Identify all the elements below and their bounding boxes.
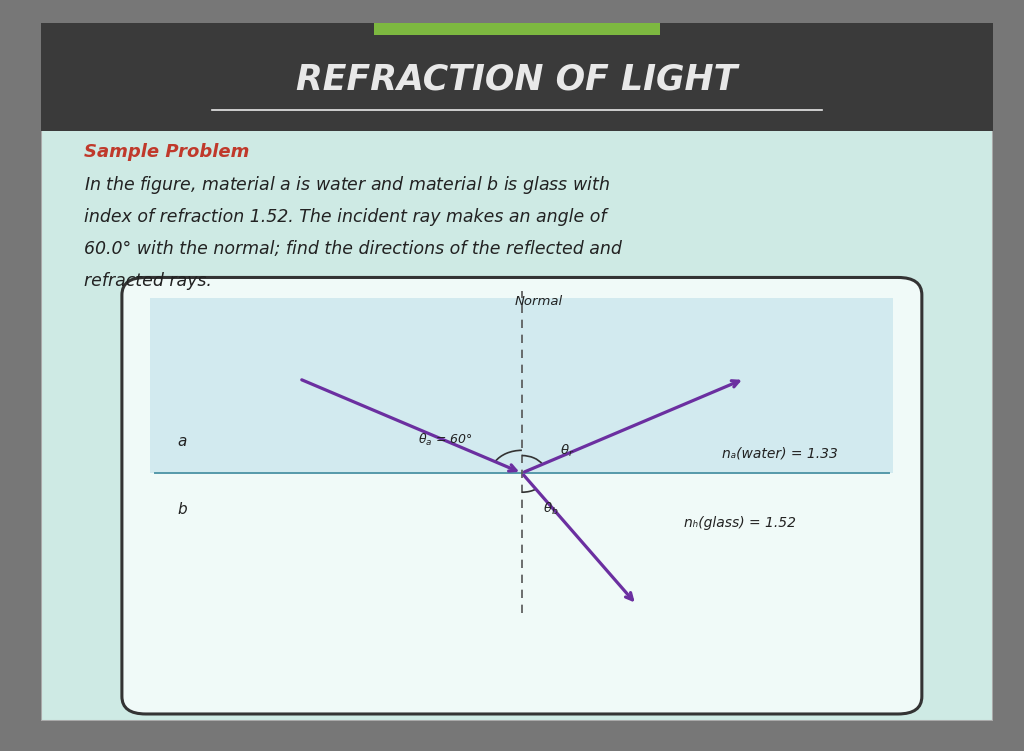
Text: index of refraction 1.52. The incident ray makes an angle of: index of refraction 1.52. The incident r… — [84, 208, 606, 226]
Text: 60.0° with the normal; find the directions of the reflected and: 60.0° with the normal; find the directio… — [84, 240, 622, 258]
Text: a: a — [177, 434, 186, 449]
Bar — [41, 23, 993, 131]
Text: b: b — [177, 502, 186, 517]
Bar — [151, 298, 893, 473]
Text: In the figure, material $a$ is water and material $b$ is glass with: In the figure, material $a$ is water and… — [84, 173, 610, 195]
Text: REFRACTION OF LIGHT: REFRACTION OF LIGHT — [296, 63, 738, 97]
Text: $\theta_r$: $\theta_r$ — [560, 442, 574, 459]
Bar — [375, 23, 660, 35]
Text: nₐ(water) = 1.33: nₐ(water) = 1.33 — [722, 446, 838, 460]
FancyBboxPatch shape — [122, 277, 922, 714]
FancyBboxPatch shape — [41, 23, 993, 721]
Text: Normal: Normal — [515, 295, 563, 308]
Text: refracted rays.: refracted rays. — [84, 272, 212, 290]
Text: nₕ(glass) = 1.52: nₕ(glass) = 1.52 — [684, 516, 796, 530]
Text: $\theta_b$: $\theta_b$ — [543, 501, 558, 517]
Text: $\theta_a$ = 60°: $\theta_a$ = 60° — [419, 431, 473, 448]
Text: Sample Problem: Sample Problem — [84, 143, 249, 161]
